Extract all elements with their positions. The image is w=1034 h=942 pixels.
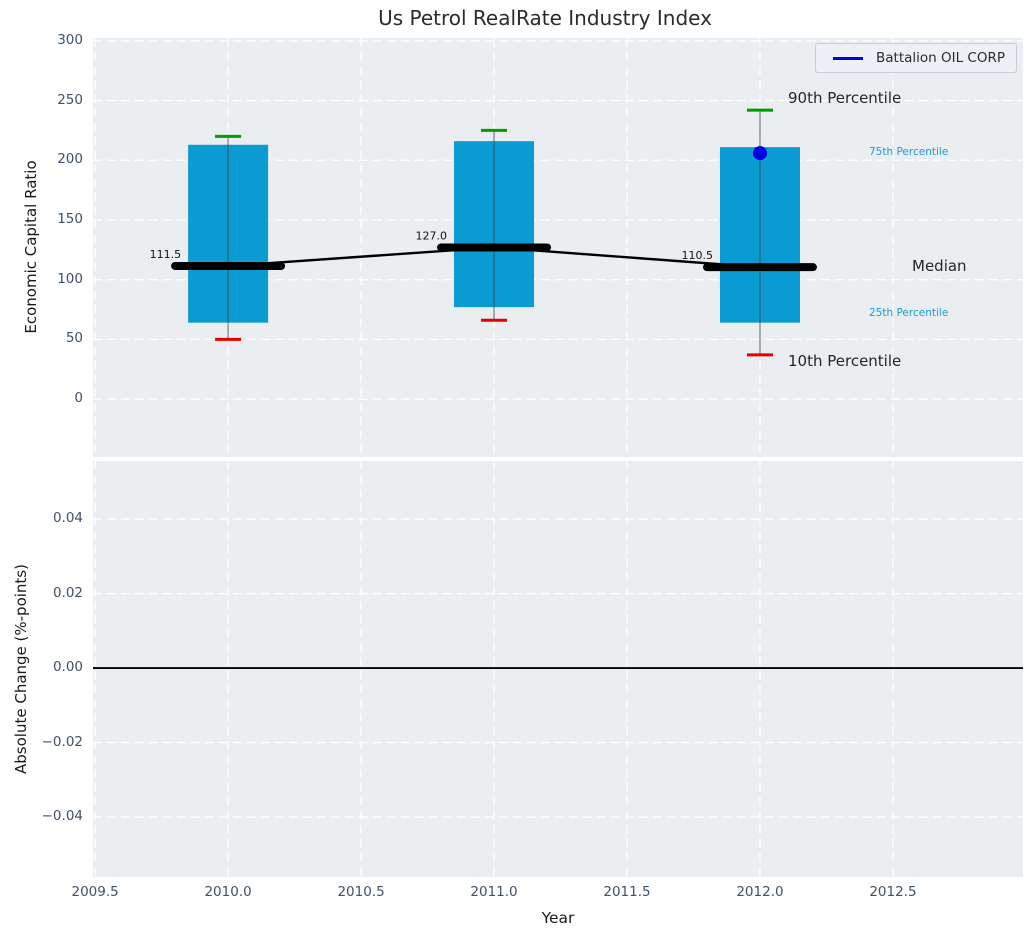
top-y-tick-label: 0 (74, 390, 83, 407)
bottom-y-tick-label: 0.02 (52, 584, 83, 601)
x-tick-label: 2010.0 (204, 884, 252, 900)
x-tick-label: 2009.5 (71, 884, 119, 900)
bottom-y-tick-label: −0.02 (41, 733, 83, 750)
annotation-90th-percentile: 90th Percentile (788, 89, 902, 107)
top-y-axis-label: Economic Capital Ratio (22, 160, 40, 334)
bottom-chart-canvas (93, 461, 1023, 877)
legend-line-swatch (833, 56, 863, 60)
x-tick-label: 2011.0 (470, 884, 518, 900)
company-marker (752, 146, 767, 161)
top-y-tick-label: 200 (57, 151, 83, 168)
x-tick-label: 2012.5 (869, 884, 917, 900)
median-value-label-2010: 111.5 (150, 248, 182, 261)
annotation-10th-percentile: 10th Percentile (788, 352, 902, 370)
bottom-y-tick-label: 0.00 (52, 659, 83, 676)
median-value-label-2012: 110.5 (681, 249, 713, 262)
annotation-25th-percentile: 25th Percentile (869, 307, 949, 319)
top-plot-area: 111.5 127.0 110.5 (93, 38, 1023, 457)
x-tick-label: 2010.5 (337, 884, 385, 900)
top-y-tick-label: 250 (57, 91, 83, 108)
top-y-tick-label: 150 (57, 210, 83, 227)
top-chart-canvas: 111.5 127.0 110.5 (93, 38, 1023, 457)
x-axis-label: Year (541, 909, 575, 927)
annotation-median: Median (912, 257, 967, 275)
annotation-75th-percentile: 75th Percentile (869, 146, 949, 158)
chart-title: Us Petrol RealRate Industry Index (378, 6, 712, 30)
median-value-label-2011: 127.0 (416, 229, 448, 242)
x-tick-label: 2012.0 (736, 884, 784, 900)
bottom-plot-area (93, 461, 1023, 877)
top-y-tick-label: 300 (57, 31, 83, 48)
bottom-y-tick-label: 0.04 (52, 510, 83, 527)
legend-label: Battalion OIL CORP (876, 50, 1005, 66)
top-y-tick-label: 50 (65, 330, 83, 347)
bottom-y-tick-label: −0.04 (41, 808, 83, 825)
legend-box: Battalion OIL CORP (815, 43, 1017, 73)
x-tick-label: 2011.5 (603, 884, 651, 900)
top-y-tick-label: 100 (57, 270, 83, 287)
